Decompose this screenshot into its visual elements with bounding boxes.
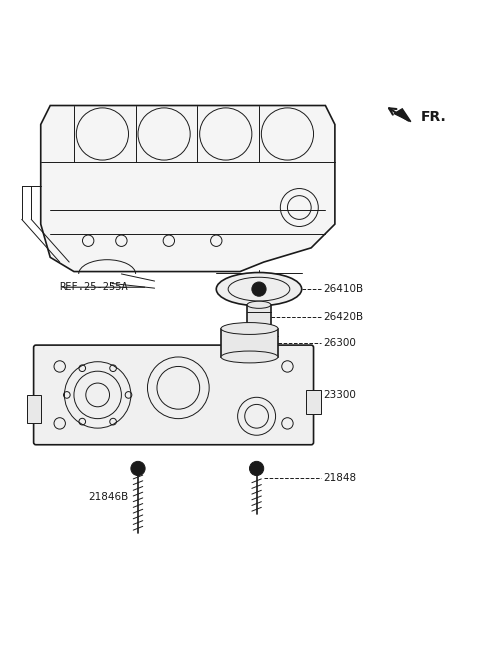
Circle shape [131,461,145,476]
Ellipse shape [221,351,278,363]
Ellipse shape [216,273,301,306]
Text: REF.25-255A: REF.25-255A [60,283,129,292]
Text: 21848: 21848 [323,473,356,483]
Ellipse shape [247,301,271,308]
Bar [247,305,271,328]
Text: 26410B: 26410B [323,284,363,294]
Text: FR.: FR. [420,110,446,124]
Text: 26300: 26300 [323,338,356,348]
Circle shape [252,282,266,296]
Text: 26420B: 26420B [323,311,363,322]
Bar [26,395,41,423]
Text: 23300: 23300 [323,390,356,400]
Ellipse shape [221,323,278,334]
Bar [306,390,321,414]
Polygon shape [41,106,335,271]
FancyBboxPatch shape [34,345,313,445]
Polygon shape [394,109,411,122]
Text: 21846B: 21846B [88,492,129,502]
Circle shape [250,461,264,476]
Bar [221,328,278,357]
